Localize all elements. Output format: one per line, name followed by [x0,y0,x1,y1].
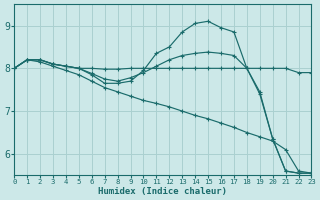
X-axis label: Humidex (Indice chaleur): Humidex (Indice chaleur) [98,187,227,196]
